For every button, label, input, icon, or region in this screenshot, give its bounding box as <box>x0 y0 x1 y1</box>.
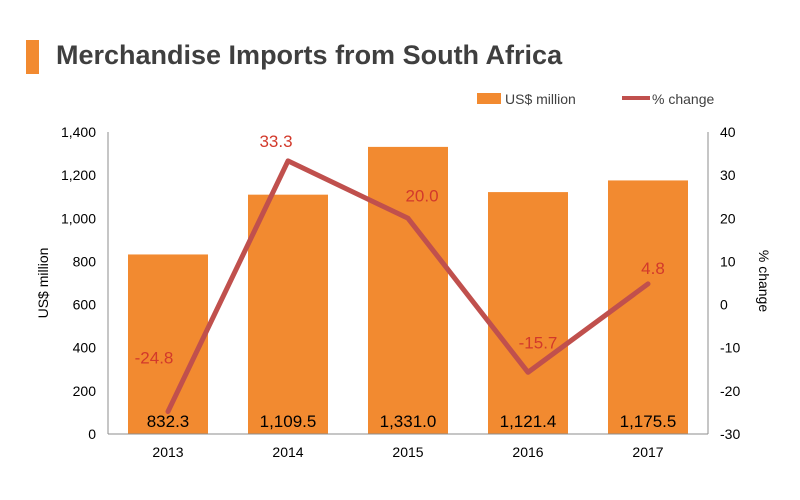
y2-tick-label: 10 <box>720 253 736 269</box>
x-tick-label: 2013 <box>152 444 183 460</box>
line-data-label: -15.7 <box>519 333 558 352</box>
bar-data-label: 832.3 <box>147 412 190 431</box>
y-tick-label: 800 <box>73 253 97 269</box>
line-point-2013 <box>167 411 169 413</box>
x-tick-label: 2017 <box>632 444 663 460</box>
y-tick-label: 0 <box>88 426 96 442</box>
y2-axis-title: % change <box>756 250 772 312</box>
chart-title: Merchandise Imports from South Africa <box>56 40 563 70</box>
y2-tick-label: 40 <box>720 124 736 140</box>
legend-label-bars: US$ million <box>505 91 576 107</box>
y-tick-label: 600 <box>73 297 97 313</box>
y-tick-label: 1,200 <box>61 167 96 183</box>
y-axis-title: US$ million <box>35 248 51 319</box>
y2-tick-label: 30 <box>720 167 736 183</box>
y-tick-label: 1,400 <box>61 124 96 140</box>
bar-2014 <box>248 194 328 434</box>
bar-2016 <box>488 192 568 434</box>
bar-2015 <box>368 146 448 435</box>
title-accent-bar <box>26 40 39 74</box>
legend-swatch-bars <box>477 93 501 104</box>
line-data-label: 33.3 <box>259 132 292 151</box>
line-data-label: -24.8 <box>135 349 174 368</box>
bar-2017 <box>608 180 688 434</box>
x-tick-label: 2014 <box>272 444 303 460</box>
y2-tick-label: -10 <box>720 340 740 356</box>
y-tick-label: 1,000 <box>61 210 96 226</box>
bar-data-label: 1,175.5 <box>620 412 677 431</box>
y-tick-label: 400 <box>73 340 97 356</box>
line-data-label: 20.0 <box>405 186 438 205</box>
legend-label-line: % change <box>652 91 714 107</box>
line-point-2016 <box>527 371 529 373</box>
line-point-2017 <box>647 283 649 285</box>
bar-data-label: 1,331.0 <box>380 412 437 431</box>
y2-tick-label: 0 <box>720 297 728 313</box>
x-tick-label: 2016 <box>512 444 543 460</box>
line-point-2015 <box>407 217 409 219</box>
y2-tick-label: -30 <box>720 426 740 442</box>
y2-tick-label: 20 <box>720 210 736 226</box>
line-point-2014 <box>287 160 289 162</box>
y2-tick-label: -20 <box>720 383 740 399</box>
bar-2013 <box>128 254 208 434</box>
bar-data-label: 1,121.4 <box>500 412 557 431</box>
x-tick-label: 2015 <box>392 444 423 460</box>
line-data-label: 4.8 <box>641 259 665 278</box>
y-tick-label: 200 <box>73 383 97 399</box>
bar-data-label: 1,109.5 <box>260 412 317 431</box>
